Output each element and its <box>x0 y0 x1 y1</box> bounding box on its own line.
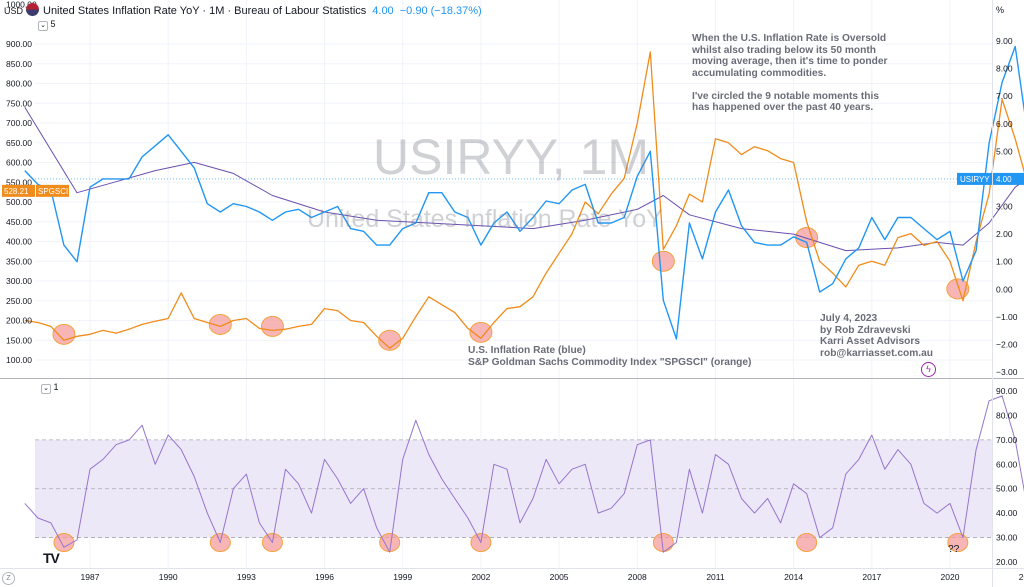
right-tick-label: −1.00 <box>996 312 1018 322</box>
x-tick-label: 1996 <box>315 572 334 582</box>
left-tick-label: 750.00 <box>6 98 32 108</box>
change-value: −0.90 (−18.37%) <box>399 5 482 17</box>
spgsci-value-tag: 528.21 SPGSCI <box>2 184 69 197</box>
right-tick-label: 9.00 <box>996 36 1013 46</box>
rsi-tick-label: 70.00 <box>996 435 1018 445</box>
x-tick-label: 1993 <box>237 572 256 582</box>
settings-z-icon[interactable]: Z <box>2 572 15 585</box>
left-tick-label: 900.00 <box>6 39 32 49</box>
rsi-line <box>24 395 1024 553</box>
left-tick-label: 250.00 <box>6 296 32 306</box>
rsi-toggle[interactable]: ⌄ 1 <box>41 382 59 394</box>
last-value: 4.00 <box>372 5 394 17</box>
inflation-tag-name: USIRYY <box>960 175 990 184</box>
left-tick-label: 300.00 <box>6 276 32 286</box>
indicator-count: 5 <box>50 19 56 29</box>
us-flag-icon <box>26 3 39 16</box>
right-tick-label: 1.00 <box>996 257 1013 267</box>
x-tick-label: 1990 <box>159 572 178 582</box>
rsi-tick-label: 30.00 <box>996 533 1018 543</box>
series-title[interactable]: United States Inflation Rate YoY · 1M · … <box>43 5 367 17</box>
left-tick-label: 800.00 <box>6 79 32 89</box>
price-oversold-circle <box>52 323 76 345</box>
rsi-tick-label: 60.00 <box>996 459 1018 469</box>
left-tick-label: 1000.00 <box>6 0 37 10</box>
rsi-oversold-circle <box>796 532 818 552</box>
unit-label: % <box>996 5 1005 15</box>
spgsci-tag-value: 528.21 <box>4 187 29 196</box>
right-tick-label: −3.00 <box>996 367 1018 377</box>
rsi-tick-label: 90.00 <box>996 386 1018 396</box>
chevron-down-icon: ⌄ <box>41 384 51 394</box>
watermark-symbol: USIRYY, 1M <box>373 129 650 185</box>
left-tick-label: 450.00 <box>6 217 32 227</box>
left-tick-label: 350.00 <box>6 256 32 266</box>
right-tick-label: 7.00 <box>996 91 1013 101</box>
rsi-tick-label: 80.00 <box>996 410 1018 420</box>
left-tick-label: 550.00 <box>6 177 32 187</box>
oversold-circles <box>52 227 970 552</box>
right-tick-label: 3.00 <box>996 202 1013 212</box>
rsi-oversold-circle <box>53 532 75 552</box>
rsi-count: 1 <box>53 382 59 392</box>
indicator-toggle[interactable]: ⌄ 5 <box>38 19 56 31</box>
strategy-note: When the U.S. Inflation Rate is Oversold… <box>692 33 888 113</box>
x-tick-label: 2008 <box>628 572 647 582</box>
left-tick-label: 150.00 <box>6 335 32 345</box>
flash-icon[interactable]: ϟ <box>921 362 936 377</box>
right-tick-label: 6.00 <box>996 119 1013 129</box>
inflation-line <box>24 45 1024 340</box>
price-oversold-circle <box>946 278 970 300</box>
left-tick-label: 200.00 <box>6 316 32 326</box>
price-oversold-circle <box>208 313 232 335</box>
left-tick-label: 100.00 <box>6 355 32 365</box>
left-tick-label: 600.00 <box>6 158 32 168</box>
x-tick-label: 1987 <box>81 572 100 582</box>
signature-note: July 4, 2023 by Rob Zdravevski Karri Ass… <box>820 313 933 359</box>
right-tick-label: 2.00 <box>996 229 1013 239</box>
tradingview-logo: TV <box>43 550 60 566</box>
price-oversold-circle <box>469 321 493 343</box>
price-oversold-circle <box>260 315 284 337</box>
question-marks: ?? <box>948 544 960 555</box>
rsi-tick-label: 20.00 <box>996 557 1018 567</box>
left-tick-label: 650.00 <box>6 138 32 148</box>
spgsci-line <box>24 51 1024 349</box>
x-tick-label: 2023 <box>1019 572 1024 582</box>
chevron-down-icon: ⌄ <box>38 21 48 31</box>
left-tick-label: 500.00 <box>6 197 32 207</box>
x-tick-label: 2017 <box>862 572 881 582</box>
right-tick-label: 8.00 <box>996 64 1013 74</box>
left-tick-label: 850.00 <box>6 59 32 69</box>
watermark-name: United States Inflation Rate YoY <box>307 205 663 233</box>
right-tick-label: 0.00 <box>996 284 1013 294</box>
rsi-tick-label: 50.00 <box>996 484 1018 494</box>
right-tick-label: −2.00 <box>996 339 1018 349</box>
currency-label: USD <box>4 6 24 16</box>
x-tick-label: 2020 <box>941 572 960 582</box>
x-tick-label: 2014 <box>784 572 803 582</box>
x-tick-label: 1999 <box>393 572 412 582</box>
chart-header: USD United States Inflation Rate YoY · 1… <box>4 3 482 17</box>
x-tick-label: 2002 <box>471 572 490 582</box>
left-tick-label: 400.00 <box>6 237 32 247</box>
inflation-tag-value: 4.00 <box>996 175 1012 184</box>
inflation-value-tag: USIRYY 4.00 <box>957 172 1024 185</box>
price-oversold-circle <box>651 250 675 272</box>
spgsci-tag-name: SPGSCI <box>38 187 68 196</box>
x-tick-label: 2011 <box>706 572 725 582</box>
legend-note: U.S. Inflation Rate (blue) S&P Goldman S… <box>468 345 752 368</box>
left-tick-label: 700.00 <box>6 118 32 128</box>
rsi-tick-label: 40.00 <box>996 508 1018 518</box>
right-tick-label: 5.00 <box>996 146 1013 156</box>
x-tick-label: 2005 <box>550 572 569 582</box>
